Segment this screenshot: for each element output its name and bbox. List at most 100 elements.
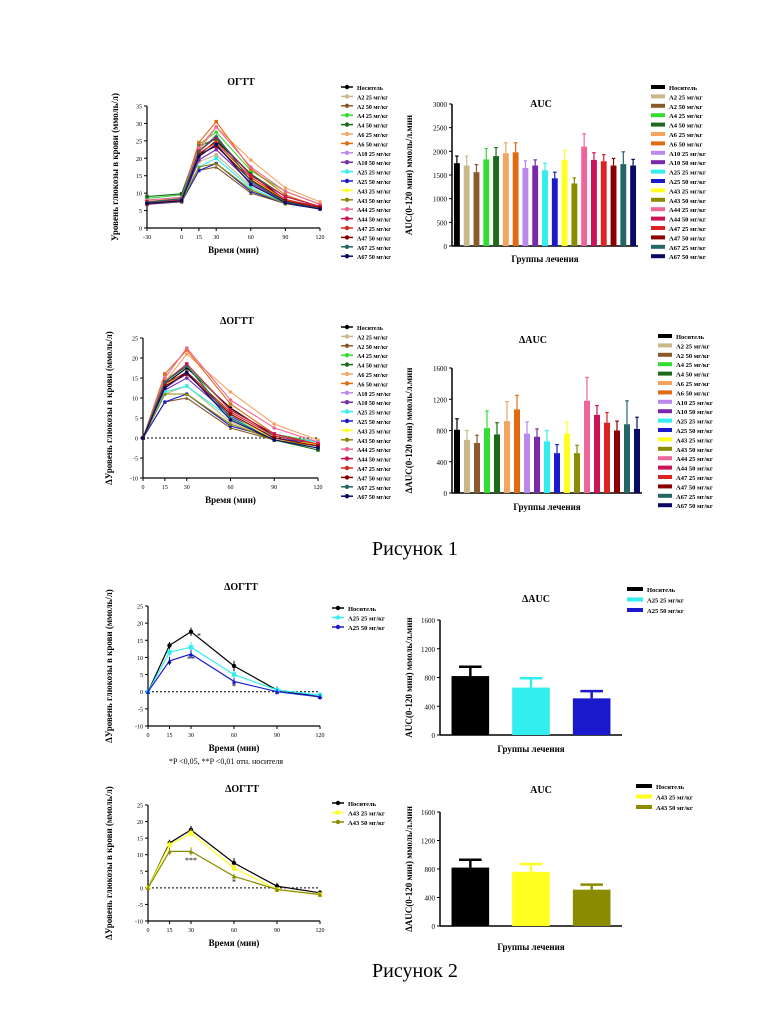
legend-item-label: A4 50 мг/кг bbox=[357, 364, 388, 370]
bar bbox=[502, 153, 509, 246]
bar bbox=[512, 687, 550, 735]
legend-item-label: A44 25 мг/кг bbox=[357, 208, 391, 214]
y-axis-label: AUC(0-120 мин) ммоль/л.мин bbox=[404, 617, 414, 737]
series-line bbox=[142, 347, 319, 443]
legend-item-label: A47 25 мг/кг bbox=[357, 227, 391, 233]
legend-swatch bbox=[651, 113, 665, 118]
legend-item-label: A2 25 мг/кг bbox=[669, 94, 703, 101]
legend-item-label: Носитель bbox=[676, 334, 705, 341]
legend-item-label: A25 50 мг/кг bbox=[357, 420, 391, 426]
bar bbox=[620, 164, 627, 246]
data-point bbox=[231, 672, 237, 677]
data-point bbox=[188, 651, 194, 657]
data-point bbox=[197, 149, 201, 154]
legend-swatch bbox=[658, 456, 672, 461]
data-point bbox=[272, 438, 277, 442]
legend-item-label: A44 25 мг/кг bbox=[669, 207, 706, 214]
x-axis-label: Группы лечения bbox=[511, 254, 578, 264]
data-point bbox=[163, 384, 167, 388]
legend-marker bbox=[344, 254, 350, 259]
x-tick-label: 90 bbox=[274, 928, 280, 934]
legend-marker bbox=[344, 103, 350, 109]
y-tick-label: 1600 bbox=[421, 617, 436, 625]
data-point bbox=[184, 348, 189, 352]
bar bbox=[542, 170, 548, 246]
series-line bbox=[147, 829, 321, 894]
series-line bbox=[142, 371, 319, 449]
legend-item-label: A47 25 мг/кг bbox=[676, 475, 713, 482]
y-tick-label: 400 bbox=[425, 703, 436, 711]
legend-item-label: A44 25 мг/кг bbox=[357, 448, 391, 454]
legend-marker bbox=[344, 150, 350, 155]
data-point bbox=[214, 147, 218, 152]
y-axis-label: ΔAUC(0-120 мин) ммоль/л.мин bbox=[404, 368, 414, 494]
data-point bbox=[184, 376, 189, 380]
data-point bbox=[179, 192, 184, 196]
legend-marker bbox=[344, 207, 350, 212]
legend-item-label: A2 25 мг/кг bbox=[357, 95, 388, 101]
x-axis-label: Группы лечения bbox=[497, 744, 564, 754]
legend-swatch bbox=[651, 216, 665, 221]
data-point bbox=[163, 376, 167, 380]
x-tick-label: 60 bbox=[248, 235, 254, 241]
bar bbox=[594, 414, 600, 493]
y-tick-label: 0 bbox=[432, 732, 436, 740]
legend-item-label: A43 25 мг/кг bbox=[357, 429, 391, 435]
data-point bbox=[163, 390, 167, 394]
legend-item-label: A44 50 мг/кг bbox=[357, 218, 391, 224]
legend-item-label: A25 25 мг/кг bbox=[348, 616, 385, 623]
legend-item-label: A25 25 мг/кг bbox=[676, 419, 713, 426]
legend-swatch bbox=[658, 446, 672, 451]
y-tick-label: 800 bbox=[437, 428, 448, 436]
y-tick-label: -5 bbox=[138, 903, 143, 909]
data-point bbox=[184, 364, 189, 368]
data-point bbox=[214, 165, 218, 169]
legend-item-label: A4 25 мг/кг bbox=[676, 362, 710, 369]
x-tick-label: 60 bbox=[231, 733, 237, 739]
data-point bbox=[197, 146, 201, 150]
legend-marker bbox=[344, 447, 350, 452]
legend-swatch bbox=[651, 244, 665, 249]
legend-marker bbox=[344, 353, 350, 358]
y-tick-label: 25 bbox=[132, 337, 138, 343]
data-point bbox=[283, 194, 288, 199]
legend-dauc: Носитель A2 25 мг/кг A2 50 мг/кг A4 25 мг/к… bbox=[658, 334, 713, 510]
legend-item-label: A47 50 мг/кг bbox=[357, 476, 391, 482]
y-tick-label: 15 bbox=[137, 837, 143, 843]
bar bbox=[524, 433, 530, 493]
legend-dogtt-a25: Носитель A25 25 мг/кг A25 50 мг/кг bbox=[332, 605, 385, 632]
data-point bbox=[179, 199, 184, 203]
legend-item-label: A67 25 мг/кг bbox=[669, 245, 706, 252]
y-tick-label: 20 bbox=[137, 820, 143, 826]
legend-item-label: A67 50 мг/кг bbox=[669, 254, 706, 261]
bar bbox=[571, 183, 578, 246]
legend-item-label: A4 50 мг/кг bbox=[357, 124, 388, 130]
legend-marker bbox=[344, 400, 350, 405]
legend-swatch bbox=[658, 493, 672, 498]
x-axis-label: Время (мин) bbox=[209, 938, 260, 948]
bar bbox=[624, 424, 630, 493]
legend-swatch bbox=[651, 150, 665, 155]
y-tick-label: 800 bbox=[425, 866, 436, 874]
legend-item-label: A44 50 мг/кг bbox=[676, 466, 713, 473]
significance-note: *P <0,05, **P <0,01 отн. носителя bbox=[169, 757, 283, 766]
chart-title: ΔОГТТ bbox=[224, 582, 258, 593]
legend-marker bbox=[344, 428, 350, 433]
data-point bbox=[316, 448, 320, 452]
legend-dogtt-a43: Носитель A43 25 мг/кг A43 50 мг/кг bbox=[332, 800, 385, 827]
legend-item-label: A4 50 мг/кг bbox=[669, 123, 703, 130]
x-tick-label: 90 bbox=[282, 235, 288, 241]
data-point bbox=[249, 187, 253, 192]
legend-swatch bbox=[651, 160, 665, 165]
x-axis-label: Группы лечения bbox=[513, 502, 580, 512]
legend-swatch bbox=[636, 794, 652, 799]
legend-swatch bbox=[651, 122, 665, 127]
legend-marker bbox=[344, 475, 350, 480]
x-tick-label: 120 bbox=[316, 928, 325, 934]
legend-item-label: A43 25 мг/кг bbox=[348, 811, 385, 818]
y-tick-label: 25 bbox=[136, 139, 142, 145]
chart-title: ΔОГТТ bbox=[220, 316, 254, 327]
legend-marker bbox=[344, 484, 350, 489]
bar bbox=[551, 178, 558, 246]
